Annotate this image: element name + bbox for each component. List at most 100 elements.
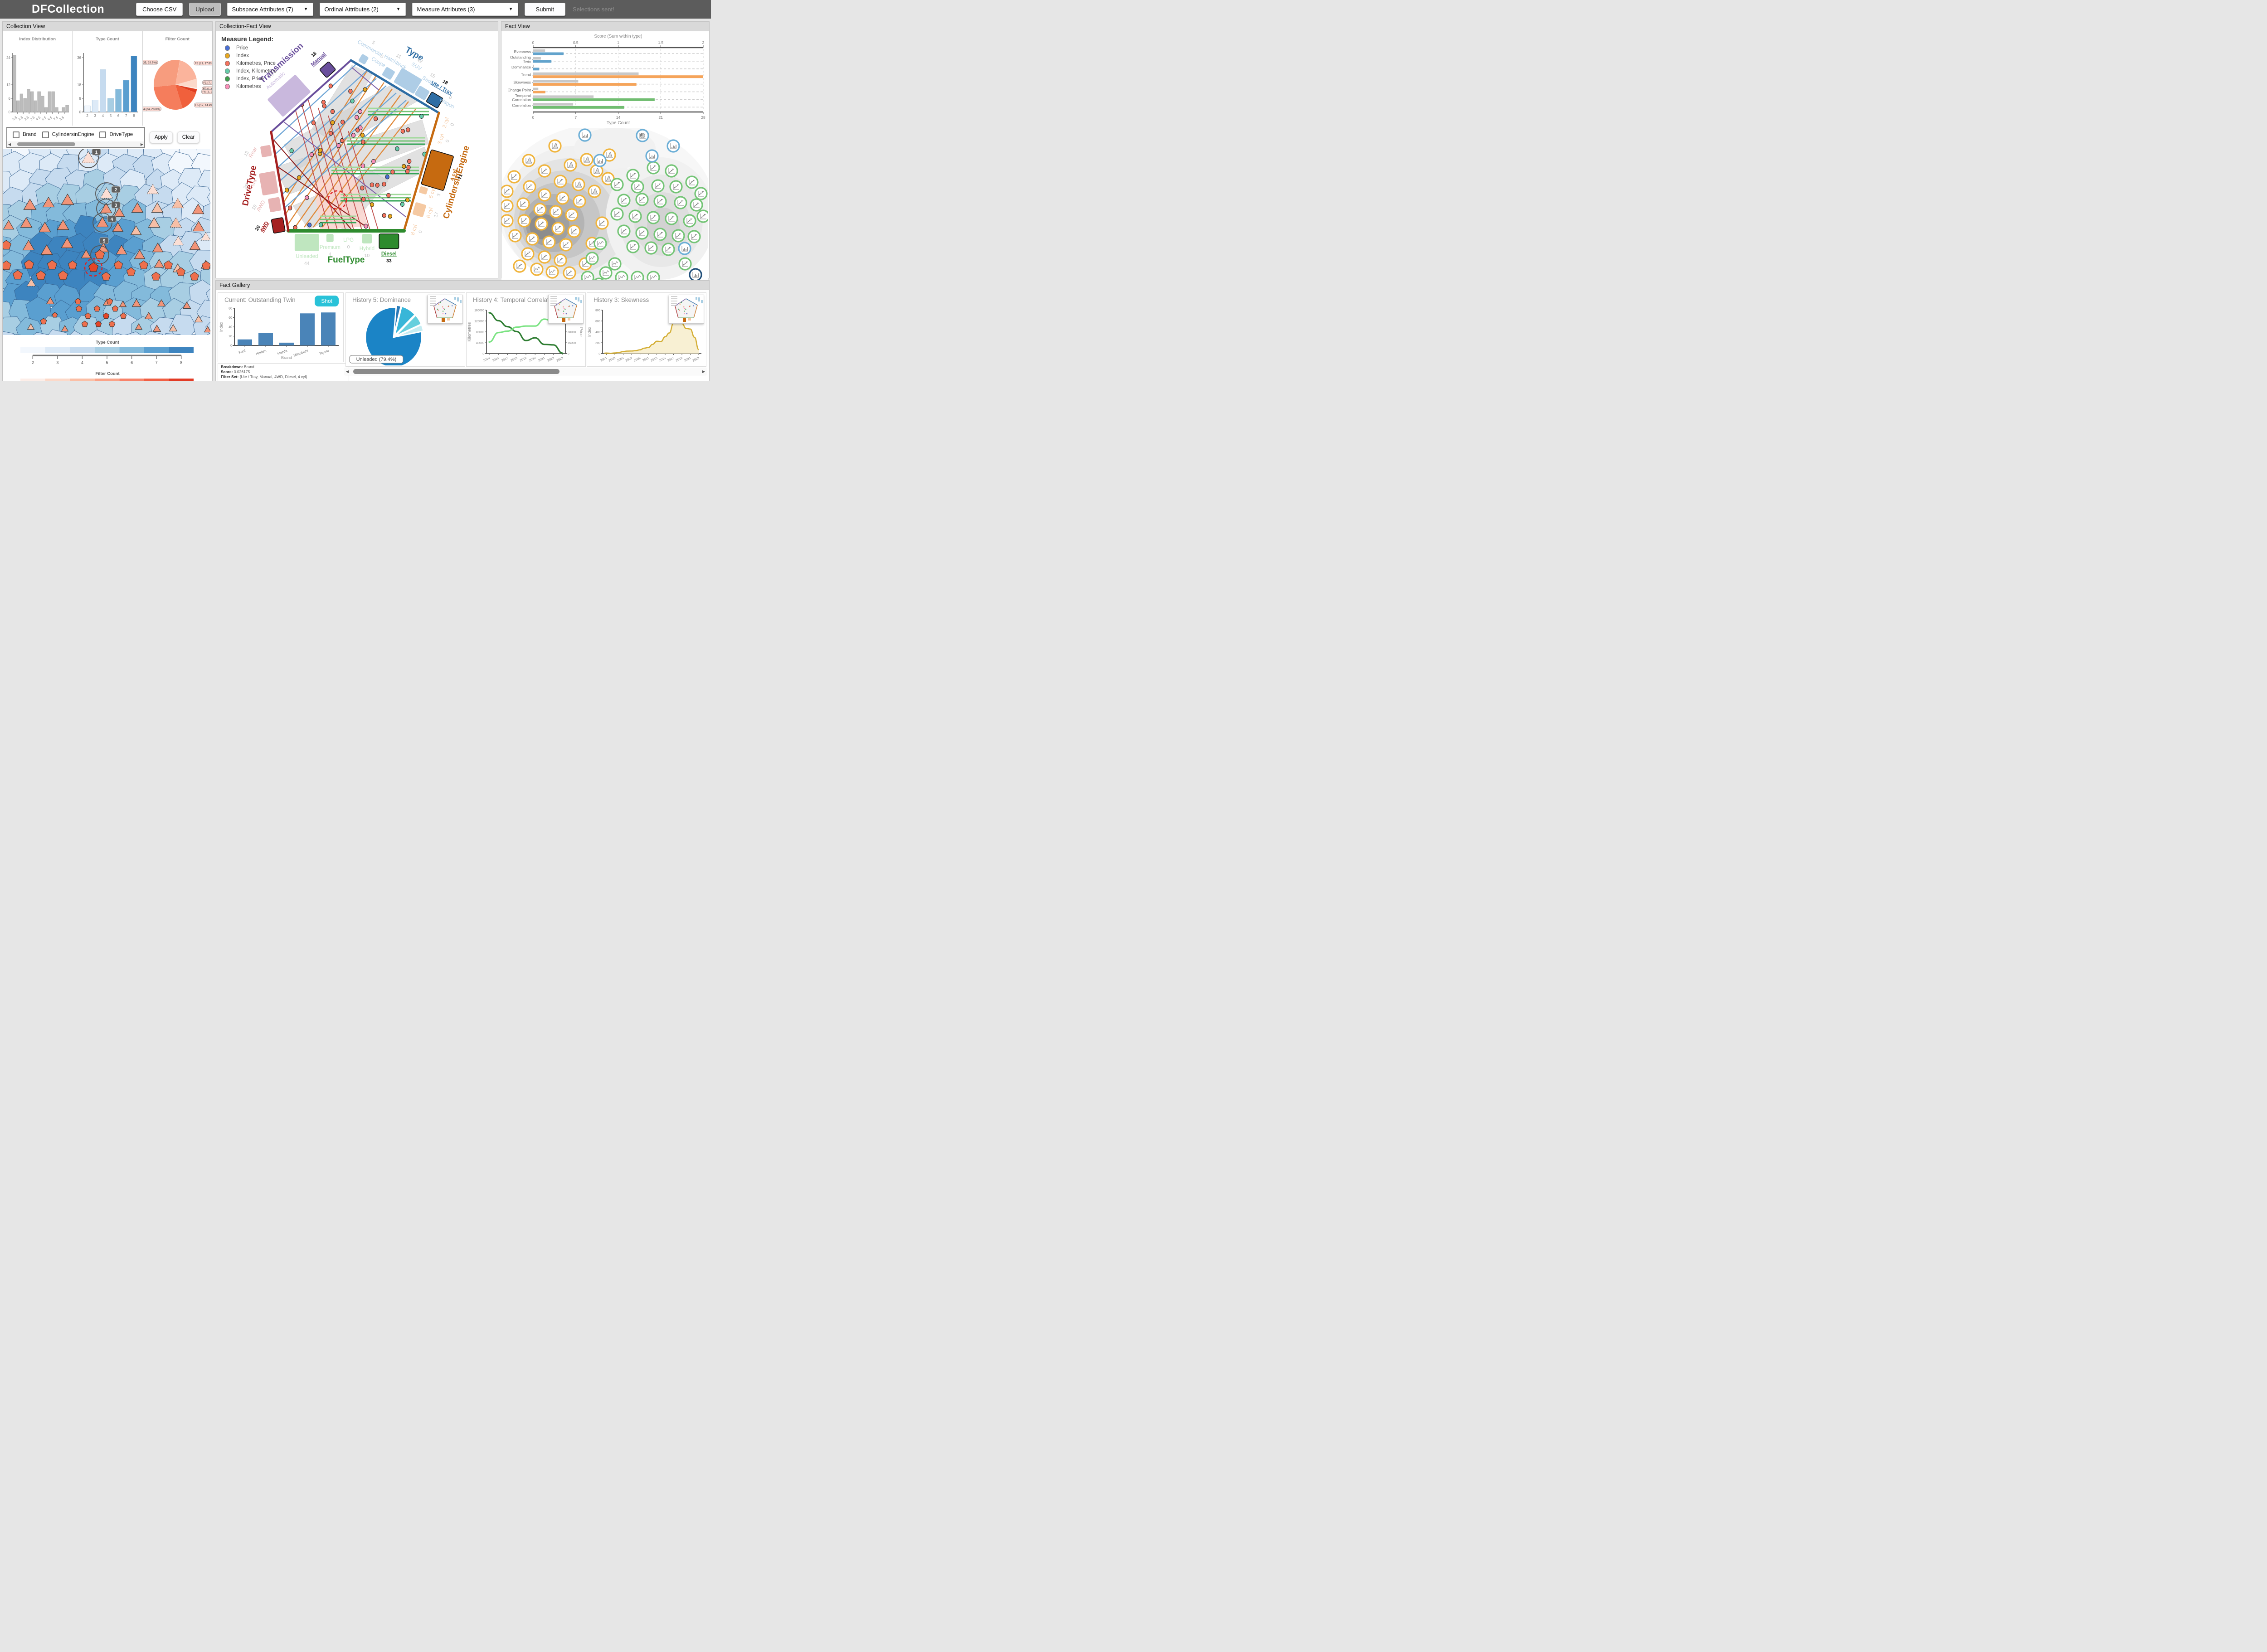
svg-text:Score (Sum within type): Score (Sum within type) [594,34,642,39]
svg-text:1.5: 1.5 [18,115,24,121]
history4-title: History 4: Temporal Correlation [473,296,557,303]
svg-text:30000: 30000 [568,331,576,334]
measure-legend-item: Kilometres, Price [225,61,277,66]
svg-text:6.5: 6.5 [47,115,53,121]
svg-text:Temporal: Temporal [515,93,531,98]
scroll-right-icon[interactable]: ▶ [702,369,705,374]
history5-title: History 5: Dominance [352,296,411,303]
svg-text:2019: 2019 [520,357,527,363]
svg-text:7.5: 7.5 [53,115,59,121]
measure-legend-item: Index, Kilometres [225,68,277,74]
type-count-legend: Type Count 2 3 4 5 6 7 8 [3,340,212,369]
measure-attributes-dropdown[interactable]: Measure Attributes (3) ▼ [412,3,518,16]
scroll-left-icon[interactable]: ◀ [345,369,349,374]
svg-text:2023: 2023 [692,357,700,363]
svg-text:9: 9 [79,97,82,101]
ordinal-attributes-dropdown[interactable]: Ordinal Attributes (2) ▼ [319,3,406,16]
checkbox-box[interactable] [13,131,19,138]
choose-csv-button[interactable]: Choose CSV [136,3,183,16]
legend-dot-icon [225,84,230,89]
svg-text:Index: Index [219,321,224,332]
upload-button[interactable]: Upload [189,3,221,16]
gallery-scrollbar[interactable]: ◀ ▶ [345,368,706,375]
checkbox-box[interactable] [99,131,107,138]
checkbox-box[interactable] [42,131,49,138]
index-distribution-card: Index Distribution 0 6 12 24 0.5 1.5 2.5 3.5 4.5… [3,31,73,126]
svg-text:2015: 2015 [492,357,500,363]
svg-text:F4 (34, 28.8%): F4 (34, 28.8%) [143,108,161,111]
filter-scrollbar-thumb[interactable] [17,142,75,146]
svg-text:2015: 2015 [659,357,666,363]
svg-text:4: 4 [81,360,83,365]
svg-text:20: 20 [229,335,232,338]
subspace-attributes-dropdown[interactable]: Subspace Attributes (7) ▼ [227,3,313,16]
collection-view-header: Collection View [3,22,212,31]
current-fact-card[interactable]: Current: Outstanding Twin Shot 0 20 40 60 80… [218,292,344,362]
svg-text:Commercial: Commercial [356,39,383,58]
svg-text:18: 18 [77,83,81,87]
history3-card[interactable]: History 3: Skewness 0 200 400 600 800 Index 20… [587,292,706,367]
svg-text:24: 24 [6,56,10,60]
svg-text:Mazda: Mazda [277,348,288,355]
svg-text:800: 800 [595,309,600,312]
checkbox-drivetype[interactable]: DriveType [99,131,133,138]
svg-text:Ford: Ford [238,349,246,355]
svg-text:200: 200 [595,342,600,345]
filter-count-card: Filter Count F2 (21, 17.8%)F1 (7, 5.9%)F… [133,31,224,126]
svg-text:2023: 2023 [556,357,564,363]
svg-text:11: 11 [395,53,403,60]
status-text: Selections sent! [573,6,614,13]
scroll-right-icon[interactable]: ▶ [140,142,144,146]
legend-dot-icon [225,61,230,66]
svg-text:1.5: 1.5 [658,40,663,45]
svg-text:Correlation: Correlation [512,103,531,107]
index-distribution-chart: 0 6 12 24 0.5 1.5 2.5 3.5 4.5 5.5 6.5 7.5 8.5 [6,53,69,121]
filter-count-title: Filter Count [165,37,190,42]
history5-thumbnail[interactable] [428,295,463,324]
clear-button[interactable]: Clear [177,131,200,143]
checkbox-cylindersinengine[interactable]: CylindersinEngine [42,131,94,138]
svg-text:Toyota: Toyota [319,348,330,355]
svg-text:2: 2 [702,40,705,45]
svg-text:42: 42 [416,57,423,64]
gallery-scrollbar-thumb[interactable] [353,369,559,374]
svg-text:3 cyl: 3 cyl [437,133,445,145]
svg-text:2020: 2020 [529,357,536,363]
svg-text:2005: 2005 [617,357,624,363]
svg-text:2019: 2019 [676,357,683,363]
filter-count-pie-chart: F2 (21, 17.8%) F1 (7, 5.9%) F0 (1, 0.8%)F6… [133,60,224,112]
score-label: Score: [221,369,233,374]
fact-gallery-header: Fact Gallery [216,281,709,290]
svg-text:F3 (35, 29.7%): F3 (35, 29.7%) [143,61,157,64]
history4-card[interactable]: History 4: Temporal Correlation 0 40000 80… [466,292,586,367]
history3-title: History 3: Skewness [594,296,649,303]
history4-thumbnail[interactable] [548,295,584,324]
svg-text:F6 (3, 2.5%): F6 (3, 2.5%) [202,91,212,94]
shot-button[interactable]: Shot [315,296,339,306]
svg-text:0: 0 [347,244,350,250]
svg-text:0: 0 [418,230,423,234]
svg-text:2010: 2010 [483,357,491,363]
svg-text:2017: 2017 [667,357,675,363]
svg-text:2: 2 [32,360,34,365]
voronoi-map[interactable]: 1 2 3 4 5 [3,149,210,335]
apply-button[interactable]: Apply [150,131,173,143]
checkbox-brand[interactable]: Brand [13,131,37,138]
history3-thumbnail[interactable] [669,295,704,324]
svg-text:18: 18 [442,78,449,86]
fact-score-bar-chart[interactable]: Score (Sum within type) 0 0.5 1 1.5 2 0 7 14 21 28… [501,31,708,126]
svg-text:3: 3 [436,193,442,197]
fact-cluster-scatter[interactable] [497,123,711,293]
filter-set-label: Filter Set: [221,374,239,379]
history5-card[interactable]: History 5: Dominance Unleaded (79.4%) [345,292,465,367]
chevron-down-icon: ▼ [396,7,401,12]
filter-scrollbar[interactable]: ◀ ▶ [7,141,144,147]
submit-button[interactable]: Submit [524,3,565,16]
legend-dot-icon [225,53,230,58]
history3-thumbnail-sketch [671,296,703,322]
svg-text:Price: Price [579,327,584,337]
svg-text:600: 600 [595,320,600,323]
filter-row: Brand CylindersinEngine DriveType ◀ ▶ Appl… [3,126,212,149]
scroll-left-icon[interactable]: ◀ [8,142,11,146]
